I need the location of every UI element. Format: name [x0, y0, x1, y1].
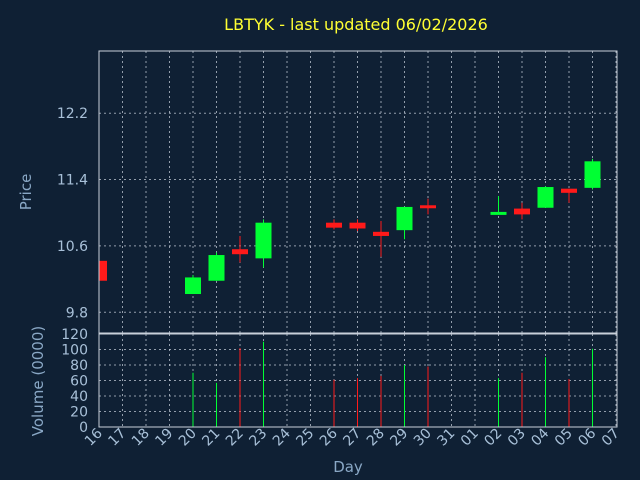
x-tick-label: 26 — [317, 425, 341, 449]
x-tick-label: 07 — [599, 426, 623, 450]
candle-body — [208, 255, 225, 281]
x-tick-label: 02 — [481, 426, 505, 450]
x-tick-label: 28 — [364, 426, 388, 450]
x-tick-label: 20 — [176, 426, 200, 450]
candle-body — [561, 188, 577, 193]
volume-axis-label: Volume (0000) — [29, 326, 47, 436]
candle-22 — [232, 235, 248, 263]
volume-tick-label: 40 — [70, 389, 88, 405]
x-tick-label: 30 — [411, 426, 435, 450]
x-tick-label: 17 — [105, 426, 129, 450]
candle-body — [490, 211, 507, 215]
price-axis-label: Price — [17, 174, 35, 211]
chart-title: LBTYK - last updated 06/02/2026 — [224, 15, 488, 34]
x-tick-label: 18 — [129, 426, 153, 450]
price-panel: 9.8 10.6 11.4 12.2 — [57, 50, 618, 334]
volume-tick-label: 100 — [61, 343, 88, 359]
x-tick-label: 19 — [152, 426, 176, 450]
candle-06 — [584, 158, 601, 190]
x-tick-label: 25 — [293, 426, 317, 450]
candle-03 — [514, 202, 530, 220]
candle-body — [420, 205, 436, 209]
x-tick-label: 06 — [575, 425, 599, 449]
price-tick-label: 10.6 — [57, 239, 88, 255]
volume-tick-label: 20 — [70, 405, 88, 421]
candle-body — [373, 231, 389, 236]
x-tick-label: 24 — [270, 425, 294, 449]
candle-30 — [420, 198, 436, 215]
candle-05 — [561, 188, 577, 203]
volume-plot-frame — [98, 333, 618, 428]
candle-28 — [373, 221, 389, 257]
candle-body — [255, 222, 272, 259]
candle-body — [232, 249, 248, 255]
x-tick-label: 01 — [458, 426, 482, 450]
candle-body — [185, 277, 201, 295]
x-tick-label: 05 — [552, 426, 576, 450]
volume-tick-label: 0 — [79, 420, 88, 436]
candle-body — [99, 260, 107, 281]
candle-20 — [185, 274, 201, 295]
candle-27 — [349, 219, 366, 231]
candle-body — [349, 222, 366, 229]
candle-16 — [98, 260, 107, 281]
candle-body — [537, 187, 554, 208]
candle-23 — [255, 219, 272, 268]
candle-21 — [208, 252, 225, 281]
candle-body — [326, 222, 342, 228]
x-tick-label: 29 — [387, 426, 411, 450]
x-tick-label: 31 — [434, 426, 458, 450]
price-tick-label: 11.4 — [57, 173, 88, 189]
price-tick-label: 12.2 — [57, 106, 88, 122]
candle-26 — [326, 219, 342, 230]
x-tick-label: 27 — [340, 426, 364, 450]
x-axis: 16 17 18 19 20 21 22 23 24 25 26 27 28 29 30 31 01 02 03 04… — [82, 425, 623, 449]
candle-body — [514, 208, 530, 215]
candle-body — [396, 206, 413, 231]
x-tick-label: 23 — [246, 426, 270, 450]
x-tick-label: 03 — [505, 426, 529, 450]
candle-29 — [396, 206, 413, 240]
x-tick-label: 21 — [199, 426, 223, 450]
volume-tick-label: 60 — [70, 374, 88, 390]
x-tick-label: 04 — [528, 425, 552, 449]
price-plot-frame — [98, 50, 618, 334]
volume-tick-label: 80 — [70, 358, 88, 374]
price-tick-label: 9.8 — [66, 305, 88, 321]
x-tick-label: 22 — [223, 426, 247, 450]
candle-04 — [537, 186, 554, 208]
x-axis-label: Day — [333, 458, 363, 476]
volume-tick-label: 120 — [61, 327, 88, 343]
candle-02 — [490, 196, 507, 215]
candle-body — [584, 161, 601, 188]
